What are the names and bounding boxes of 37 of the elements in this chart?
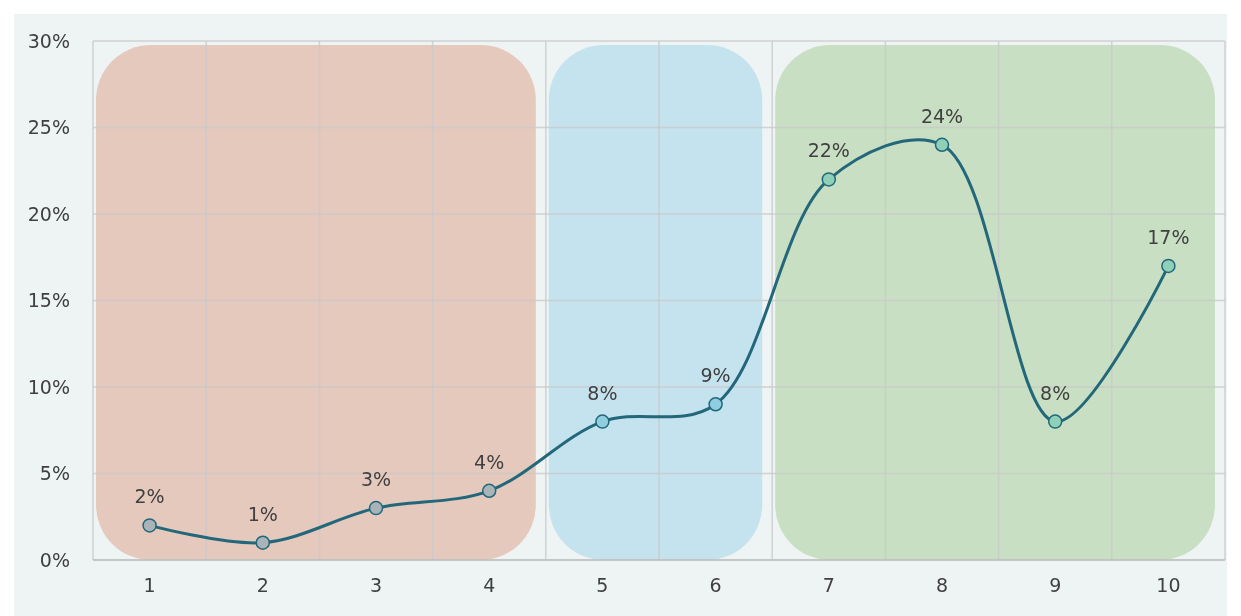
point — [1047, 414, 1063, 429]
point — [708, 397, 723, 412]
y-tick-label: 5% — [39, 462, 70, 485]
data-label: 17% — [1147, 225, 1190, 248]
x-tick-label: 7 — [822, 574, 835, 596]
data-label: 8% — [587, 381, 618, 404]
x-tick-label: 9 — [1049, 574, 1062, 596]
data-label: 8% — [1040, 381, 1071, 404]
point — [255, 535, 271, 550]
data-label: 2% — [134, 485, 165, 508]
data-label: 9% — [700, 364, 731, 387]
y-tick-label: 15% — [27, 289, 70, 312]
point — [821, 172, 837, 187]
y-tick-label: 25% — [27, 116, 70, 139]
x-tick-label: 10 — [1156, 574, 1181, 596]
x-tick-label: 8 — [935, 574, 949, 596]
x-tick-label: 4 — [483, 574, 496, 596]
data-label: 3% — [360, 468, 392, 491]
data-label: 24% — [920, 104, 964, 127]
point — [934, 137, 950, 153]
x-tick-label: 2 — [256, 574, 269, 596]
x-tick-label: 3 — [369, 574, 383, 596]
point — [368, 500, 384, 516]
data-label: 4% — [474, 450, 505, 473]
y-tick-label: 30% — [27, 29, 70, 52]
y-tick-label: 20% — [27, 202, 70, 225]
point — [1161, 258, 1176, 274]
x-tick-label: 6 — [709, 574, 722, 596]
point — [595, 414, 610, 429]
x-tick-label: 1 — [143, 574, 156, 596]
y-tick-label: 0% — [39, 548, 70, 571]
data-label: 1% — [247, 502, 278, 525]
point — [481, 483, 497, 499]
x-tick-label: 5 — [596, 574, 609, 596]
point — [142, 518, 157, 533]
y-tick-label: 10% — [27, 375, 70, 398]
data-label: 22% — [807, 139, 850, 162]
